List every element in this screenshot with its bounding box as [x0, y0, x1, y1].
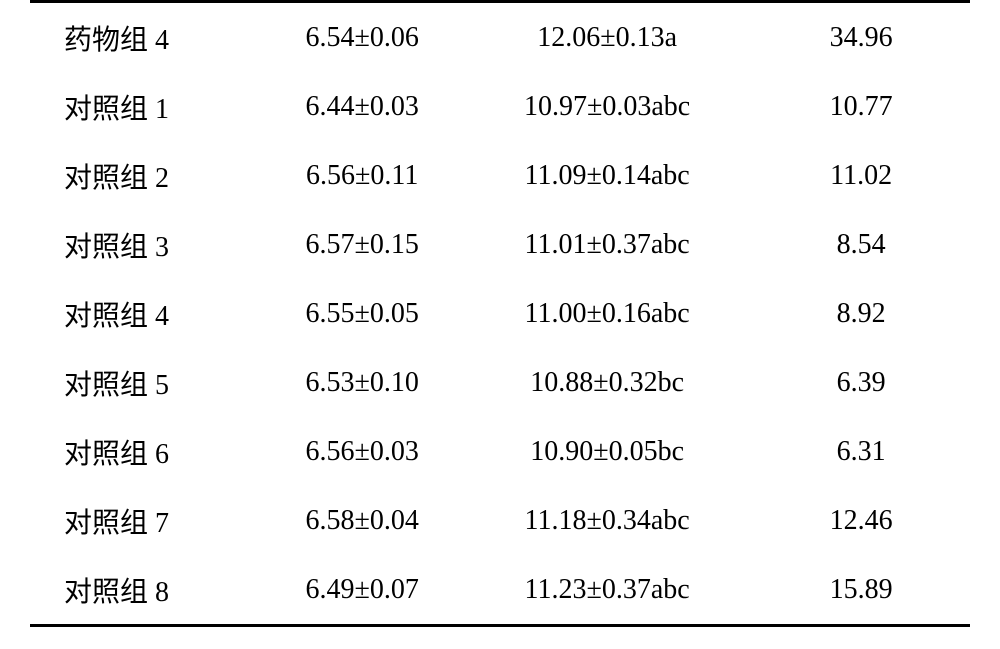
cell-value4: 10.77 [752, 72, 970, 141]
cell-group: 对照组 8 [30, 555, 262, 626]
cell-value2: 6.56±0.11 [262, 141, 462, 210]
table-row: 药物组 4 6.54±0.06 12.06±0.13a 34.96 [30, 2, 970, 73]
cell-value2: 6.49±0.07 [262, 555, 462, 626]
table-row: 对照组 2 6.56±0.11 11.09±0.14abc 11.02 [30, 141, 970, 210]
cell-group: 药物组 4 [30, 2, 262, 73]
cell-value2: 6.44±0.03 [262, 72, 462, 141]
cell-value2: 6.54±0.06 [262, 2, 462, 73]
cell-value4: 34.96 [752, 2, 970, 73]
cell-value3: 10.97±0.03abc [462, 72, 752, 141]
table-row: 对照组 4 6.55±0.05 11.00±0.16abc 8.92 [30, 279, 970, 348]
cell-group: 对照组 2 [30, 141, 262, 210]
cell-value3: 11.18±0.34abc [462, 486, 752, 555]
cell-value3: 11.23±0.37abc [462, 555, 752, 626]
cell-value2: 6.58±0.04 [262, 486, 462, 555]
cell-value4: 8.54 [752, 210, 970, 279]
cell-value3: 10.90±0.05bc [462, 417, 752, 486]
cell-value4: 15.89 [752, 555, 970, 626]
cell-group: 对照组 1 [30, 72, 262, 141]
cell-value4: 12.46 [752, 486, 970, 555]
cell-value3: 11.00±0.16abc [462, 279, 752, 348]
table-row: 对照组 7 6.58±0.04 11.18±0.34abc 12.46 [30, 486, 970, 555]
table-row: 对照组 1 6.44±0.03 10.97±0.03abc 10.77 [30, 72, 970, 141]
cell-group: 对照组 3 [30, 210, 262, 279]
data-table: 药物组 4 6.54±0.06 12.06±0.13a 34.96 对照组 1 … [30, 0, 970, 627]
cell-value4: 8.92 [752, 279, 970, 348]
cell-value4: 6.39 [752, 348, 970, 417]
table-row: 对照组 5 6.53±0.10 10.88±0.32bc 6.39 [30, 348, 970, 417]
cell-group: 对照组 6 [30, 417, 262, 486]
cell-value3: 12.06±0.13a [462, 2, 752, 73]
cell-value3: 10.88±0.32bc [462, 348, 752, 417]
cell-value3: 11.01±0.37abc [462, 210, 752, 279]
cell-group: 对照组 7 [30, 486, 262, 555]
cell-value2: 6.57±0.15 [262, 210, 462, 279]
cell-value2: 6.55±0.05 [262, 279, 462, 348]
cell-value2: 6.56±0.03 [262, 417, 462, 486]
data-table-container: 药物组 4 6.54±0.06 12.06±0.13a 34.96 对照组 1 … [0, 0, 1000, 627]
cell-group: 对照组 5 [30, 348, 262, 417]
cell-value2: 6.53±0.10 [262, 348, 462, 417]
cell-value4: 6.31 [752, 417, 970, 486]
table-row: 对照组 3 6.57±0.15 11.01±0.37abc 8.54 [30, 210, 970, 279]
cell-value3: 11.09±0.14abc [462, 141, 752, 210]
table-row: 对照组 8 6.49±0.07 11.23±0.37abc 15.89 [30, 555, 970, 626]
cell-group: 对照组 4 [30, 279, 262, 348]
cell-value4: 11.02 [752, 141, 970, 210]
data-table-body: 药物组 4 6.54±0.06 12.06±0.13a 34.96 对照组 1 … [30, 2, 970, 626]
table-row: 对照组 6 6.56±0.03 10.90±0.05bc 6.31 [30, 417, 970, 486]
